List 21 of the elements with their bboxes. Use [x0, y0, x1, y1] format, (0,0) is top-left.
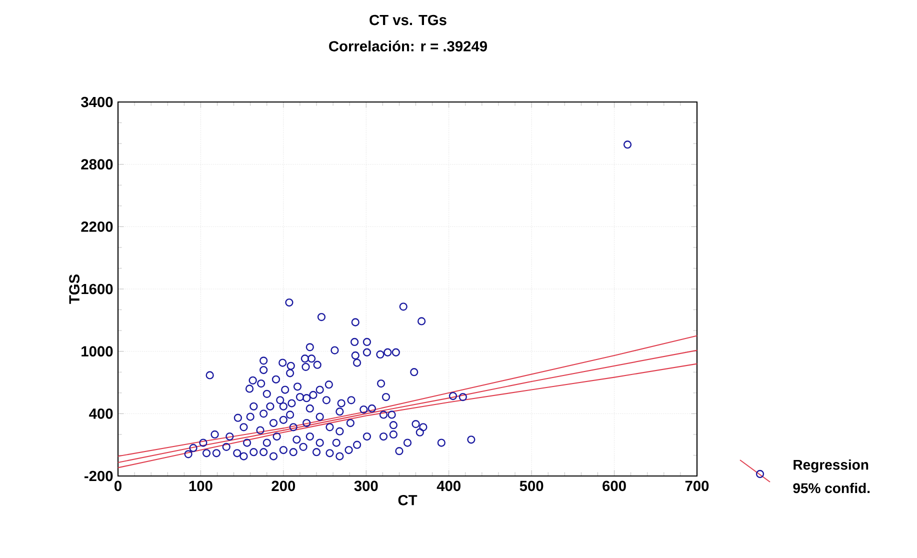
y-tick-label: 2800	[81, 159, 113, 170]
legend-label: Regression	[794, 459, 868, 473]
x-tick-label: 700	[685, 480, 709, 492]
chart-subtitle: Correlación: r = .39249	[329, 40, 487, 52]
x-tick-label: 600	[602, 480, 626, 492]
x-tick-label: 100	[189, 480, 212, 492]
y-tick-label: -200	[84, 470, 113, 482]
chart-title: CT vs. TGs	[370, 14, 446, 26]
x-tick-label: 200	[272, 480, 296, 492]
x-tick-label: 0	[114, 480, 122, 492]
y-tick-label: 2200	[81, 221, 113, 232]
y-tick-label: 1600	[82, 284, 113, 294]
y-axis-title: TGS	[69, 274, 80, 304]
y-tick-label: 400	[89, 408, 113, 419]
y-tick-label: 1000	[82, 346, 113, 357]
x-tick-label: 500	[520, 480, 544, 492]
text: 95% confid.	[793, 482, 870, 494]
x-tick-label: 400	[436, 480, 460, 492]
y-tick-label: 3400	[81, 96, 113, 108]
x-axis-title: CT	[398, 494, 418, 506]
x-tick-label: 300	[354, 480, 378, 492]
